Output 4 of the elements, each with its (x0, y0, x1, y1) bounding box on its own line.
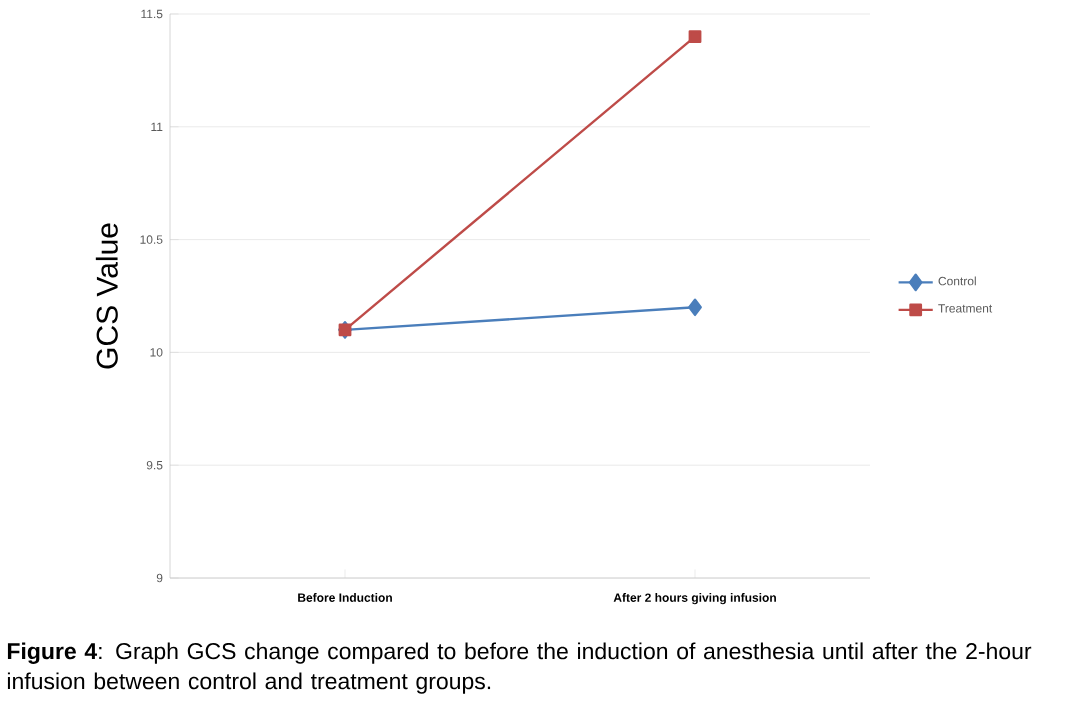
point (688, 298, 702, 317)
y-axis-title: GCS Value (95, 223, 118, 369)
text: Figure 4: Graph GCS change compared to before the induction of anesthesia until after the 2-hour infusion between control and treatment groups. (7, 642, 1032, 694)
point (688, 30, 702, 43)
